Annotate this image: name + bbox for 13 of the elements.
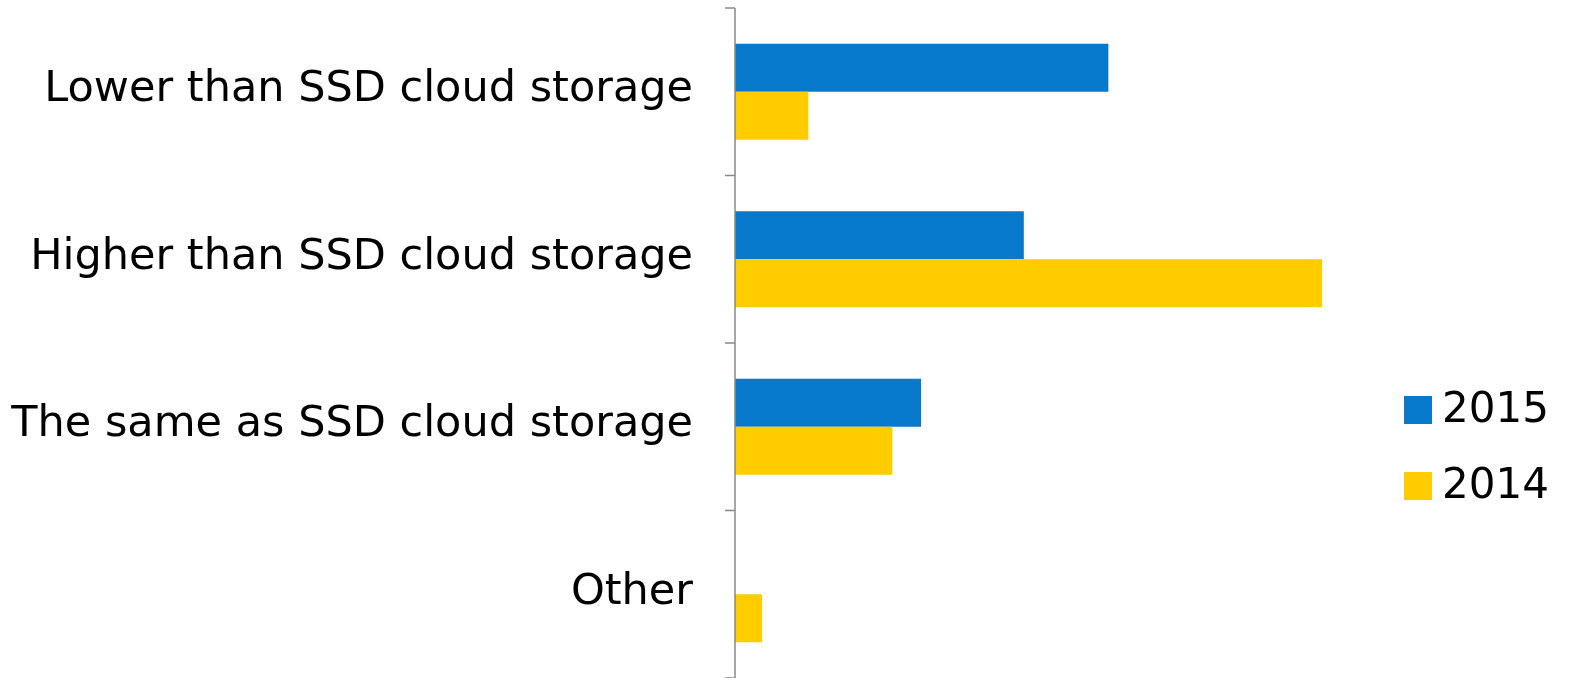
bar: [735, 43, 1109, 92]
bar: [735, 91, 809, 140]
bar: [735, 594, 762, 643]
y-tick-label: Higher than SSD cloud storage: [30, 228, 693, 279]
legend-label: 2014: [1442, 458, 1549, 508]
bar: [735, 426, 893, 475]
y-tick-label: The same as SSD cloud storage: [10, 396, 693, 447]
y-tick-label: Other: [570, 563, 694, 614]
bar: [735, 211, 1024, 260]
legend-label: 2015: [1442, 382, 1549, 432]
bar: [735, 259, 1322, 308]
y-tick-label: Lower than SSD cloud storage: [44, 61, 693, 112]
bar: [735, 378, 922, 427]
